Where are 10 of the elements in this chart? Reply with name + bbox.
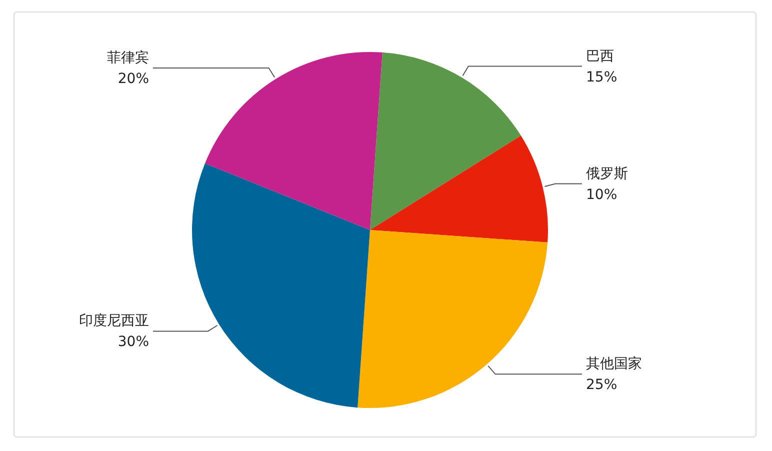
data-label: 15% — [586, 69, 618, 86]
data-label: 10% — [586, 186, 618, 203]
slice-label: 巴西 — [586, 48, 614, 64]
slice-label: 俄罗斯 — [586, 166, 628, 182]
data-label: 20% — [118, 71, 149, 88]
slice-label: 菲律宾 — [107, 50, 149, 66]
slice-label: 其他国家 — [586, 356, 642, 372]
slice-label: 印度尼西亚 — [79, 313, 149, 330]
data-label: 25% — [586, 377, 618, 394]
data-label: 30% — [118, 334, 149, 350]
